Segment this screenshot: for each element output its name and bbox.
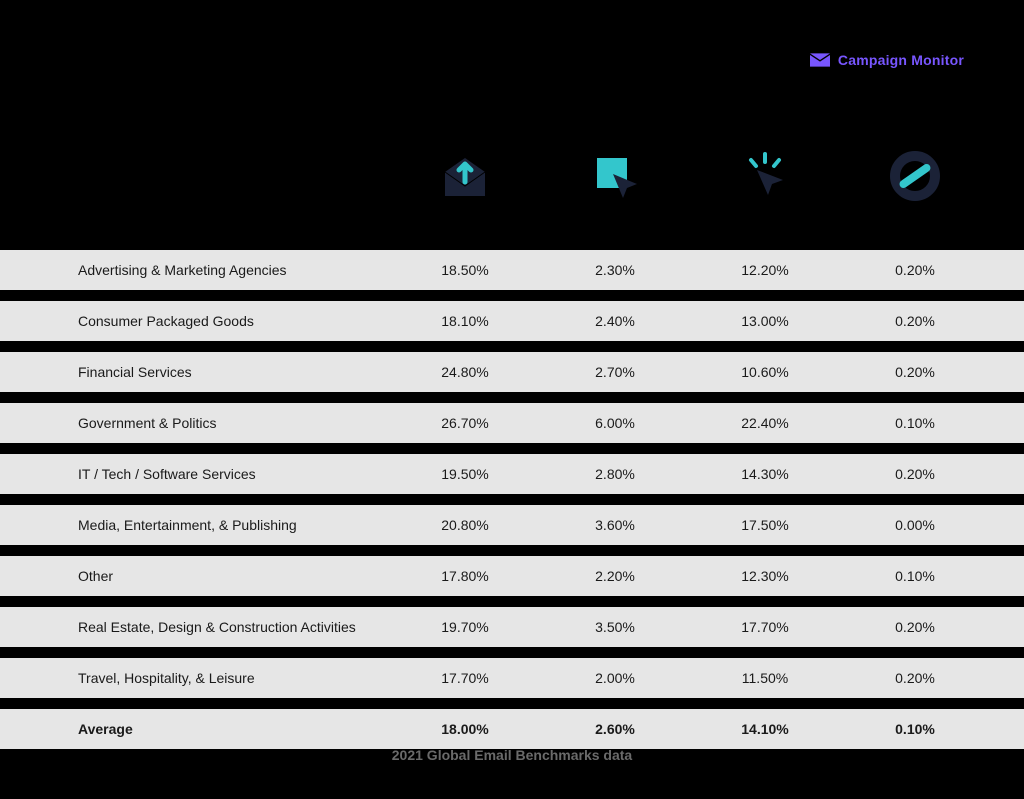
cell-open-rate: 17.70% [390,670,540,686]
cell-click-through: 3.60% [540,517,690,533]
cell-click-through: 2.70% [540,364,690,380]
table-row: Other17.80%2.20%12.30%0.10% [0,556,1024,596]
cell-click-through: 2.00% [540,670,690,686]
cell-click-to-open: 12.20% [690,262,840,278]
row-label: Real Estate, Design & Construction Activ… [0,619,390,635]
cell-open-rate: 17.80% [390,568,540,584]
footer-caption: 2021 Global Email Benchmarks data [0,747,1024,763]
cell-unsubscribe: 0.20% [840,670,990,686]
cell-unsubscribe: 0.20% [840,262,990,278]
cell-click-through: 2.30% [540,262,690,278]
cell-click-to-open: 22.40% [690,415,840,431]
cell-click-through: 2.40% [540,313,690,329]
table-row: Media, Entertainment, & Publishing20.80%… [0,505,1024,545]
cell-click-through: 2.60% [540,721,690,737]
cell-unsubscribe: 0.20% [840,619,990,635]
cell-unsubscribe: 0.00% [840,517,990,533]
row-label: Average [0,721,390,737]
table-row-average: Average18.00%2.60%14.10%0.10% [0,709,1024,749]
cell-unsubscribe: 0.20% [840,364,990,380]
row-label: IT / Tech / Software Services [0,466,390,482]
cell-click-to-open: 14.10% [690,721,840,737]
cell-open-rate: 19.50% [390,466,540,482]
cell-open-rate: 20.80% [390,517,540,533]
cell-click-to-open: 10.60% [690,364,840,380]
cell-open-rate: 24.80% [390,364,540,380]
cell-click-through: 2.20% [540,568,690,584]
cell-click-through: 6.00% [540,415,690,431]
table-row: Consumer Packaged Goods18.10%2.40%13.00%… [0,301,1024,341]
table-row: Travel, Hospitality, & Leisure17.70%2.00… [0,658,1024,698]
click-through-icon [587,148,643,204]
cell-open-rate: 18.10% [390,313,540,329]
table-row: IT / Tech / Software Services19.50%2.80%… [0,454,1024,494]
cell-click-through: 3.50% [540,619,690,635]
unsubscribe-icon [887,148,943,204]
cell-click-to-open: 14.30% [690,466,840,482]
row-label: Advertising & Marketing Agencies [0,262,390,278]
brand-text: Campaign Monitor [838,52,964,68]
table-row: Real Estate, Design & Construction Activ… [0,607,1024,647]
brand: Campaign Monitor [810,52,964,68]
cell-unsubscribe: 0.20% [840,313,990,329]
row-label: Travel, Hospitality, & Leisure [0,670,390,686]
brand-envelope-icon [810,53,830,67]
cell-open-rate: 19.70% [390,619,540,635]
cell-click-to-open: 12.30% [690,568,840,584]
table-row: Government & Politics26.70%6.00%22.40%0.… [0,403,1024,443]
row-label: Other [0,568,390,584]
benchmarks-table: Advertising & Marketing Agencies18.50%2.… [0,250,1024,749]
cell-click-to-open: 11.50% [690,670,840,686]
cell-open-rate: 18.00% [390,721,540,737]
cell-open-rate: 26.70% [390,415,540,431]
click-to-open-icon [737,148,793,204]
cell-click-through: 2.80% [540,466,690,482]
column-icons-row [0,140,1024,212]
cell-unsubscribe: 0.20% [840,466,990,482]
table-row: Advertising & Marketing Agencies18.50%2.… [0,250,1024,290]
row-label: Financial Services [0,364,390,380]
row-label: Consumer Packaged Goods [0,313,390,329]
cell-unsubscribe: 0.10% [840,568,990,584]
row-label: Government & Politics [0,415,390,431]
cell-click-to-open: 17.70% [690,619,840,635]
row-label: Media, Entertainment, & Publishing [0,517,390,533]
cell-click-to-open: 17.50% [690,517,840,533]
open-rate-icon [437,148,493,204]
cell-unsubscribe: 0.10% [840,415,990,431]
table-row: Financial Services24.80%2.70%10.60%0.20% [0,352,1024,392]
cell-unsubscribe: 0.10% [840,721,990,737]
cell-open-rate: 18.50% [390,262,540,278]
cell-click-to-open: 13.00% [690,313,840,329]
